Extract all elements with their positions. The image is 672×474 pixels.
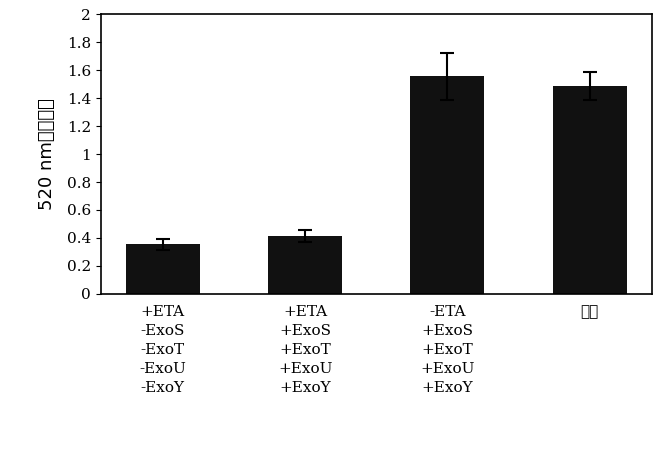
Bar <box>126 244 200 294</box>
Bar <box>268 236 342 294</box>
Bar <box>553 85 627 294</box>
Y-axis label: 520 nm的吸收值: 520 nm的吸收值 <box>38 98 56 210</box>
Text: +ETA
+ExoS
+ExoT
+ExoU
+ExoY: +ETA +ExoS +ExoT +ExoU +ExoY <box>278 305 333 395</box>
Text: 空白: 空白 <box>581 305 599 319</box>
Text: +ETA
-ExoS
-ExoT
-ExoU
-ExoY: +ETA -ExoS -ExoT -ExoU -ExoY <box>139 305 186 395</box>
Bar <box>411 76 485 294</box>
Text: -ETA
+ExoS
+ExoT
+ExoU
+ExoY: -ETA +ExoS +ExoT +ExoU +ExoY <box>420 305 474 395</box>
